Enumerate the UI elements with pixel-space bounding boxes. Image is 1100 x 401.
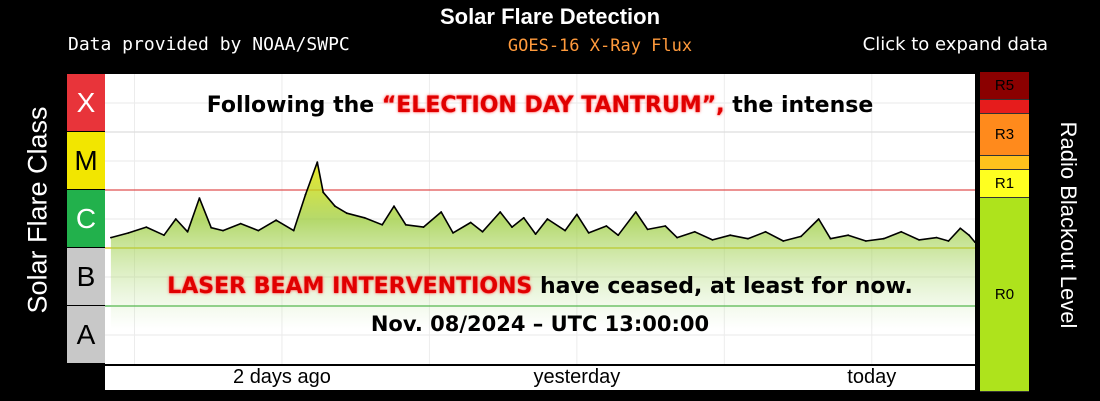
radio-blackout-band-unlabeled-3	[980, 156, 1029, 170]
flux-point	[334, 205, 336, 208]
flux-point	[145, 226, 148, 229]
overlay-line-1-pre: Following the	[206, 93, 382, 118]
flux-line	[110, 161, 976, 243]
flux-point	[576, 213, 578, 216]
flux-point	[404, 223, 407, 226]
flux-point	[847, 234, 850, 237]
flux-point	[882, 237, 885, 240]
overlay-line-1: Following the “ELECTION DAY TANTRUM”, th…	[105, 93, 975, 118]
flux-point	[469, 221, 472, 224]
overlay-line-1-post: the intense	[724, 93, 874, 118]
flux-point	[522, 216, 525, 219]
flux-point	[110, 236, 112, 239]
flux-point	[345, 212, 348, 215]
chart-title: Solar Flare Detection	[439, 4, 661, 29]
flux-point	[239, 222, 242, 225]
flux-point	[676, 236, 678, 239]
flux-point	[257, 229, 260, 232]
flux-point	[322, 191, 325, 194]
flux-point	[440, 211, 443, 213]
radio-blackout-band-r0: R0	[980, 198, 1029, 392]
flux-point	[546, 218, 549, 220]
flux-point	[363, 216, 366, 219]
flux-point	[865, 240, 867, 242]
flux-point	[935, 236, 938, 239]
flux-point	[127, 232, 130, 234]
flux-point	[534, 233, 537, 236]
flux-point	[275, 219, 277, 222]
x-axis: 2 days ago yesterday today	[105, 366, 975, 390]
expand-data-link[interactable]: Click to expand data	[862, 34, 1048, 55]
overlay-highlight-laser: LASER BEAM INTERVENTIONS	[167, 274, 533, 299]
flux-point	[968, 234, 970, 237]
radio-blackout-band-r5: R5	[980, 72, 1029, 100]
radio-blackout-band-r1: R1	[980, 170, 1029, 198]
flux-chart	[105, 74, 976, 364]
flux-point	[564, 229, 566, 232]
flux-point	[711, 239, 714, 241]
radio-blackout-band-unlabeled-1	[980, 100, 1029, 114]
flare-class-c: C	[67, 190, 105, 248]
flux-point	[782, 240, 785, 242]
flux-point	[959, 227, 962, 230]
flare-class-a: A	[67, 306, 105, 364]
flare-class-x: X	[67, 74, 105, 132]
flux-point	[381, 223, 384, 226]
flux-point	[800, 235, 802, 238]
flux-point	[222, 229, 224, 232]
flux-point	[664, 225, 667, 227]
overlay-line-2: LASER BEAM INTERVENTIONS have ceased, at…	[105, 274, 975, 299]
plot-area	[105, 74, 976, 364]
flux-point	[729, 234, 732, 237]
flux-point	[693, 230, 696, 233]
y-axis-label: Solar Flare Class	[22, 106, 53, 314]
flux-point	[292, 229, 295, 232]
flux-point	[210, 226, 213, 229]
flux-point	[646, 228, 649, 231]
flux-point	[634, 211, 637, 213]
flux-point	[817, 218, 820, 220]
radio-blackout-band-r3: R3	[980, 114, 1029, 156]
chart-subtitle: GOES-16 X-Ray Flux	[507, 36, 693, 56]
flux-point	[304, 193, 307, 196]
flux-point	[747, 237, 749, 240]
flux-point	[587, 232, 590, 234]
flux-point	[764, 230, 767, 233]
flux-point	[422, 226, 425, 229]
data-credit: Data provided by NOAA/SWPC	[68, 34, 350, 55]
x-tick-label: today	[847, 366, 897, 388]
flux-point	[481, 230, 484, 233]
flux-point	[174, 218, 177, 220]
flux-point	[393, 205, 395, 208]
flux-point	[918, 239, 920, 241]
flux-point	[617, 234, 620, 237]
flux-point	[186, 230, 189, 233]
flux-point	[605, 225, 608, 227]
radio-blackout-label: Radio Blackout Level	[1056, 121, 1081, 329]
flare-class-b: B	[67, 248, 105, 306]
flux-point	[198, 197, 201, 199]
x-tick-label: 2 days ago	[233, 366, 331, 388]
flux-point	[163, 234, 165, 237]
flux-point	[900, 230, 903, 233]
overlay-date: Nov. 08/2024 – UTC 13:00:00	[370, 312, 710, 336]
flux-area	[110, 162, 975, 330]
flux-point	[947, 240, 950, 242]
flare-class-m: M	[67, 132, 105, 190]
overlay-line-2-post: have ceased, at least for now.	[532, 274, 913, 299]
x-tick-label: yesterday	[533, 366, 621, 388]
flux-point	[452, 232, 454, 234]
overlay-highlight-tantrum: “ELECTION DAY TANTRUM”,	[381, 93, 725, 118]
flux-point	[829, 237, 832, 240]
flux-point	[316, 161, 319, 164]
flux-point	[511, 226, 513, 229]
flux-point	[499, 211, 502, 213]
